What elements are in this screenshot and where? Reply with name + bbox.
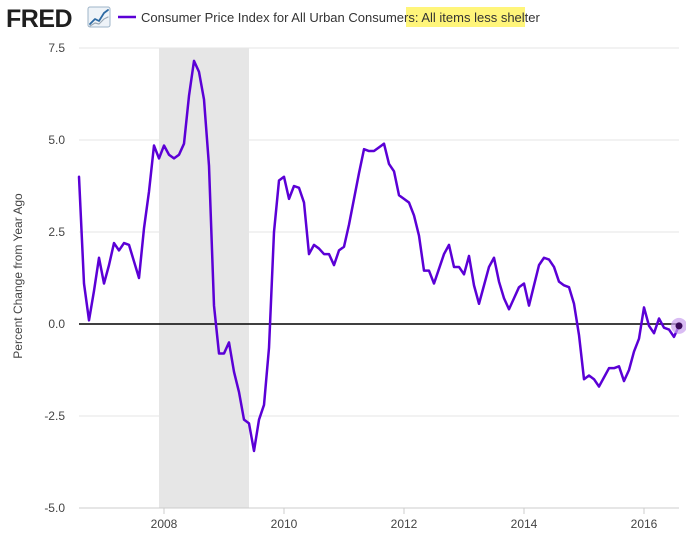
legend-label-prefix: Consumer Price Index for All Urban Consu… (141, 10, 418, 25)
legend[interactable]: Consumer Price Index for All Urban Consu… (118, 7, 541, 27)
y-tick-label: 0.0 (48, 317, 65, 331)
y-tick-label: 2.5 (48, 225, 65, 239)
y-tick-label: -5.0 (44, 501, 65, 515)
fred-logo-text: FRED (6, 5, 72, 33)
series-layer (77, 59, 686, 453)
x-tick-label: 2008 (151, 517, 178, 531)
legend-highlight-background (406, 7, 525, 27)
series-line[interactable] (77, 59, 681, 453)
recession-shading-layer (159, 48, 249, 508)
recession-band (159, 48, 249, 508)
x-tick-label: 2010 (271, 517, 298, 531)
axis-layer: -5.0 -2.5 0.0 2.5 5.0 7.5 2008 2010 2012 2014 2016 (44, 41, 679, 531)
fred-logo-graph-icon (87, 6, 111, 28)
x-tick-label: 2014 (511, 517, 538, 531)
y-tick-label: -2.5 (44, 409, 65, 423)
legend-label-highlight: All items less shelter (421, 10, 540, 25)
x-tick-label: 2016 (631, 517, 658, 531)
legend-label: Consumer Price Index for All Urban Consu… (141, 10, 541, 25)
last-point-marker[interactable] (675, 322, 683, 330)
y-tick-label: 5.0 (48, 133, 65, 147)
y-axis-title: Percent Change from Year Ago (11, 193, 25, 359)
y-tick-label: 7.5 (48, 41, 65, 55)
fred-logo[interactable]: FRED (6, 5, 111, 33)
x-tick-label: 2012 (391, 517, 418, 531)
